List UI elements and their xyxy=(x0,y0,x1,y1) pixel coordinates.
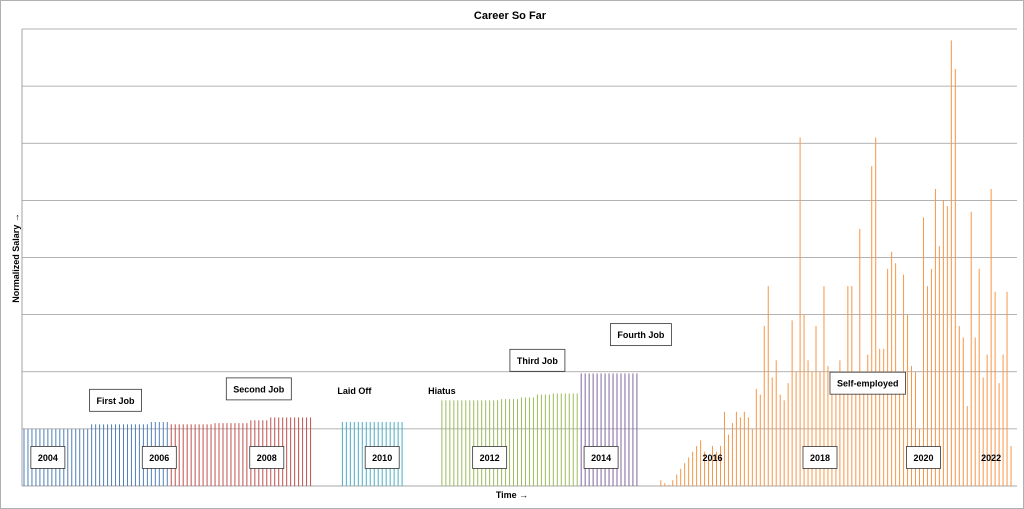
year-label-text: 2006 xyxy=(149,453,169,463)
year-label: 2014 xyxy=(583,446,619,469)
annotation-laid-off-text: Laid Off xyxy=(337,386,372,396)
year-label-box xyxy=(906,446,941,469)
year-label: 2008 xyxy=(249,446,285,469)
annotation-second-job: Second Job xyxy=(225,377,292,401)
annotation-fourth-job-box xyxy=(609,323,672,347)
annotation-first-job-text: First Job xyxy=(97,396,136,406)
year-label-text: 2014 xyxy=(591,453,611,463)
chart-title: Career So Far xyxy=(474,10,547,22)
year-label-text: 2020 xyxy=(913,453,933,463)
year-label: 2016 xyxy=(703,453,723,463)
year-label-text: 2022 xyxy=(981,453,1001,463)
year-label-text: 2016 xyxy=(703,453,723,463)
year-label-box xyxy=(802,446,838,469)
year-label-box xyxy=(249,446,285,469)
annotation-first-job: First Job xyxy=(89,388,142,412)
year-label-box xyxy=(472,446,508,469)
year-label: 2018 xyxy=(802,446,838,469)
year-label-box xyxy=(583,446,619,469)
annotation-third-job-box xyxy=(509,348,566,372)
year-label-box xyxy=(364,446,400,469)
annotation-self-employed: Self-employed xyxy=(829,371,906,395)
gridlines xyxy=(21,28,1017,487)
annotation-second-job-text: Second Job xyxy=(233,384,285,394)
annotation-hiatus: Hiatus xyxy=(428,386,456,396)
year-label-text: 2004 xyxy=(38,453,58,463)
annotation-fourth-job: Fourth Job xyxy=(609,323,672,347)
year-label-text: 2018 xyxy=(810,453,830,463)
annotation-second-job-box xyxy=(225,377,292,401)
annotation-self-employed-text: Self-employed xyxy=(837,379,899,389)
year-label-box xyxy=(141,446,177,469)
annotation-self-employed-box xyxy=(829,371,906,395)
year-label: 2022 xyxy=(981,453,1001,463)
annotation-third-job-text: Third Job xyxy=(517,356,558,366)
x-axis-label: Time → xyxy=(496,490,528,500)
year-label: 2020 xyxy=(906,446,941,469)
annotation-fourth-job-text: Fourth Job xyxy=(617,330,664,340)
annotation-third-job: Third Job xyxy=(509,348,566,372)
year-label: 2012 xyxy=(472,446,508,469)
y-axis-label: Normalized Salary → xyxy=(11,213,21,303)
year-label-text: 2008 xyxy=(257,453,277,463)
year-label: 2004 xyxy=(30,446,66,469)
year-label-box xyxy=(30,446,66,469)
annotation-first-job-box xyxy=(89,388,142,412)
year-label-text: 2010 xyxy=(372,453,392,463)
annotation-laid-off: Laid Off xyxy=(337,386,372,396)
year-label: 2006 xyxy=(141,446,177,469)
annotation-hiatus-text: Hiatus xyxy=(428,386,456,396)
year-label-text: 2012 xyxy=(480,453,500,463)
labels: 2004 2006 2008 2010 2012 2014 2016 2018 2020 2022… xyxy=(30,323,1001,469)
year-label: 2010 xyxy=(364,446,400,469)
